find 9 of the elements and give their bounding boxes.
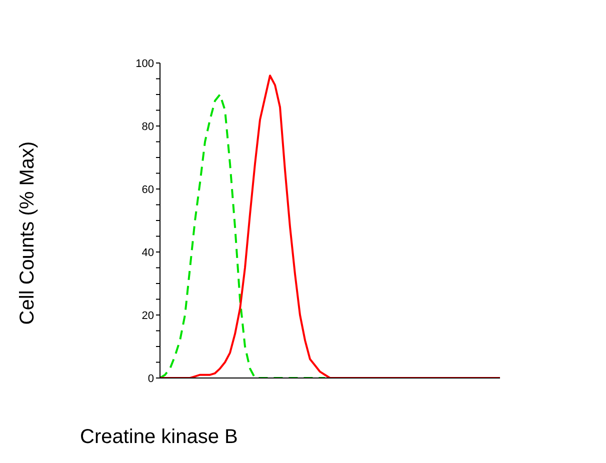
y-tick-label: 100	[136, 58, 154, 70]
y-axis-title: Cell Counts (% Max)	[16, 141, 38, 325]
y-tick-label: 80	[142, 120, 154, 133]
y-tick-label: 20	[142, 310, 154, 322]
line-series	[159, 94, 326, 378]
y-tick-label: 40	[142, 246, 154, 259]
y-tick-label: 0	[148, 372, 154, 385]
x-axis-title: Creatine kinase B	[80, 426, 238, 448]
y-tick-label: 60	[142, 184, 154, 196]
